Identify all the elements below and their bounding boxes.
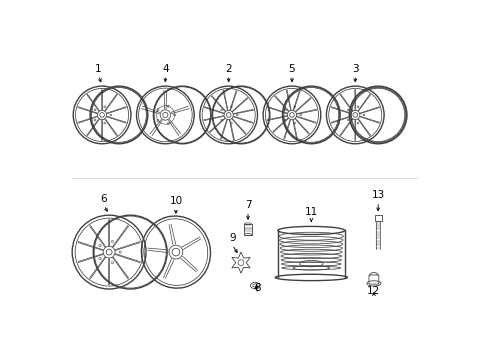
Text: 4: 4: [162, 64, 168, 74]
Text: 8: 8: [254, 283, 261, 293]
Text: 6: 6: [101, 194, 107, 204]
Text: 13: 13: [371, 190, 384, 201]
Text: 3: 3: [351, 64, 358, 74]
Text: 10: 10: [169, 196, 182, 206]
Text: 7: 7: [244, 200, 251, 210]
Text: 11: 11: [304, 207, 317, 217]
Text: 5: 5: [288, 64, 295, 74]
Text: 9: 9: [228, 233, 235, 243]
Text: 2: 2: [225, 64, 231, 74]
Text: 12: 12: [366, 286, 380, 296]
Text: 1: 1: [95, 64, 102, 74]
